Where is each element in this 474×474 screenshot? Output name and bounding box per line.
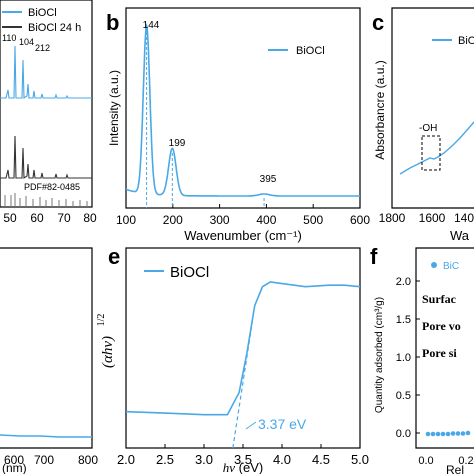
panel-b-xtick: 100 bbox=[116, 213, 136, 227]
panel-a-peak-label-104: 104 bbox=[19, 37, 34, 47]
panel-e-letter: e bbox=[108, 244, 120, 269]
panel-f-point bbox=[465, 430, 471, 436]
panel-a-series-bioci-24h bbox=[0, 135, 92, 180]
panel-b-x-ticks: 100 200 300 400 500 600 bbox=[116, 204, 370, 227]
panel-c-xtick: 1600 bbox=[419, 211, 446, 225]
panel-b: b Intensity (a.u.) 100 200 300 400 500 600 14… bbox=[106, 7, 370, 243]
panel-f-point bbox=[455, 431, 461, 436]
panel-b-frame bbox=[125, 7, 361, 209]
panel-c-ylabel: Absorbancre (a.u.) bbox=[373, 60, 387, 159]
panel-e-ylabel: (αhv) bbox=[100, 336, 116, 368]
panel-f-text-line: Pore vo bbox=[422, 319, 461, 333]
panel-c-xtick: 140 bbox=[454, 211, 474, 225]
panel-e-ylabel-exponent: 1/2 bbox=[96, 314, 107, 327]
panel-c-oh-highlight-box bbox=[421, 135, 441, 171]
panel-d-frame bbox=[0, 247, 93, 449]
panel-e-xtick: 4.0 bbox=[273, 452, 291, 467]
panel-d-xtick: 700 bbox=[34, 453, 54, 467]
panel-c-frame bbox=[391, 7, 474, 209]
panel-f-letter: f bbox=[370, 244, 378, 269]
panel-a: BiOCl BiOCl 24 h 110 104 212 PDF#82-0485… bbox=[0, 0, 97, 225]
panel-e-bandgap-annotation: 3.37 eV bbox=[258, 416, 307, 432]
panel-a-xtick: 50 bbox=[3, 211, 17, 225]
panel-e-bandgap-pointer bbox=[245, 421, 257, 430]
panel-b-series-bioci bbox=[125, 23, 360, 197]
panel-f-point bbox=[435, 431, 441, 437]
panel-b-xtick: 600 bbox=[350, 213, 370, 227]
panel-a-reference-label: PDF#82-0485 bbox=[24, 182, 80, 192]
panel-c-legend-label: BiOCl bbox=[458, 35, 474, 47]
panel-f-point bbox=[440, 431, 446, 437]
panel-f-xlabel: Rel bbox=[446, 463, 464, 474]
panel-f-text-line: Pore si bbox=[422, 346, 457, 360]
panel-f-xtick: 0.0 bbox=[418, 455, 433, 467]
panel-d-xtick: 600 bbox=[4, 453, 24, 467]
panel-e-x-ticks: 2.0 2.5 3.0 3.5 4.0 4.5 5.0 bbox=[117, 444, 369, 467]
panel-e-xtick: 2.0 bbox=[117, 452, 135, 467]
panel-b-xtick: 200 bbox=[163, 213, 183, 227]
panel-e-frame bbox=[125, 247, 361, 449]
panel-a-xtick: 60 bbox=[30, 211, 44, 225]
panel-a-xtick: 70 bbox=[57, 211, 71, 225]
panel-c: c Absorbancre (a.u.) BiOCl -OH 1800 1600… bbox=[372, 7, 474, 243]
panel-a-series-bioci bbox=[0, 45, 92, 100]
panel-b-letter: b bbox=[106, 10, 119, 35]
panel-b-peak-label-199: 199 bbox=[169, 138, 186, 149]
panel-a-legend-label-1: BiOCl bbox=[28, 7, 57, 19]
panel-f-ylabel: Quantity adsorbed (cm³/g) bbox=[374, 297, 385, 413]
panel-f-xtick: 0.2 bbox=[458, 455, 473, 467]
panel-d-xlabel: (nm) bbox=[2, 461, 27, 474]
panel-a-reference-sticks bbox=[4, 193, 88, 207]
panel-e-xtick: 5.0 bbox=[351, 452, 369, 467]
panel-e-legend-label: BiOCl bbox=[170, 264, 209, 281]
panel-a-peak-label-110: 110 bbox=[2, 33, 16, 43]
panel-f-point bbox=[425, 431, 431, 437]
panel-b-peak-label-144: 144 bbox=[143, 20, 160, 31]
panel-b-xtick: 300 bbox=[210, 213, 230, 227]
panel-e-xtick: 4.5 bbox=[312, 452, 330, 467]
panel-f-legend-marker bbox=[431, 262, 437, 268]
panel-f-point bbox=[445, 431, 451, 437]
panel-f-ytick: 1.0 bbox=[396, 352, 411, 364]
panel-a-peak-label-212: 212 bbox=[35, 43, 50, 53]
panel-c-xtick: 1800 bbox=[379, 211, 406, 225]
panel-f-scatter-points bbox=[425, 430, 471, 437]
panel-b-legend-label: BiOCl bbox=[296, 45, 325, 57]
panel-e-xtick: 3.5 bbox=[234, 452, 252, 467]
panel-f-ytick: 0.5 bbox=[396, 390, 411, 402]
panel-d-xtick: 800 bbox=[78, 453, 98, 467]
panel-b-peak-guides bbox=[146, 32, 265, 208]
panel-b-xtick: 400 bbox=[256, 213, 276, 227]
panel-e-series-bioci bbox=[125, 281, 361, 416]
panel-f: f Quantity adsorbed (cm³/g) 2.0 1.5 1.0 … bbox=[370, 244, 474, 474]
panel-b-ylabel: Intensity (a.u.) bbox=[107, 70, 121, 146]
panel-f-legend-label: BiC bbox=[443, 261, 459, 272]
panel-f-point bbox=[430, 431, 436, 437]
panel-f-point bbox=[460, 431, 466, 436]
panel-e-xtick: 2.5 bbox=[156, 452, 174, 467]
panel-f-frame bbox=[415, 247, 474, 449]
panel-e: e (αhv) 1/2 2.0 2.5 3.0 3.5 4.0 4.5 5.0 3.37 e… bbox=[96, 244, 369, 474]
panel-c-oh-annotation: -OH bbox=[419, 123, 437, 134]
panel-c-xlabel: Wa bbox=[450, 228, 470, 243]
panel-a-legend-label-2: BiOCl 24 h bbox=[28, 22, 81, 34]
panel-b-peak-label-395: 395 bbox=[260, 174, 277, 185]
panel-e-tauc-extrapolation bbox=[232, 321, 253, 449]
panel-d: 600 700 800 (nm) bbox=[0, 247, 98, 474]
panel-f-ytick: 1.5 bbox=[396, 314, 411, 326]
panel-c-letter: c bbox=[372, 10, 384, 35]
panel-f-point bbox=[450, 431, 456, 436]
panel-f-text-line: Surfac bbox=[422, 292, 457, 306]
panel-e-xlabel: hv (eV) bbox=[223, 460, 263, 474]
panel-a-xtick: 80 bbox=[83, 211, 97, 225]
panel-b-xlabel: Wavenumber (cm⁻¹) bbox=[184, 228, 302, 243]
panel-b-xtick: 500 bbox=[303, 213, 323, 227]
panel-f-ytick: 0.0 bbox=[396, 428, 411, 440]
panel-f-ytick-marks bbox=[416, 280, 420, 434]
panel-c-series-bioci bbox=[399, 121, 474, 175]
panel-e-xtick: 3.0 bbox=[195, 452, 213, 467]
panel-f-ytick: 2.0 bbox=[396, 276, 411, 288]
panel-d-series bbox=[0, 434, 92, 438]
